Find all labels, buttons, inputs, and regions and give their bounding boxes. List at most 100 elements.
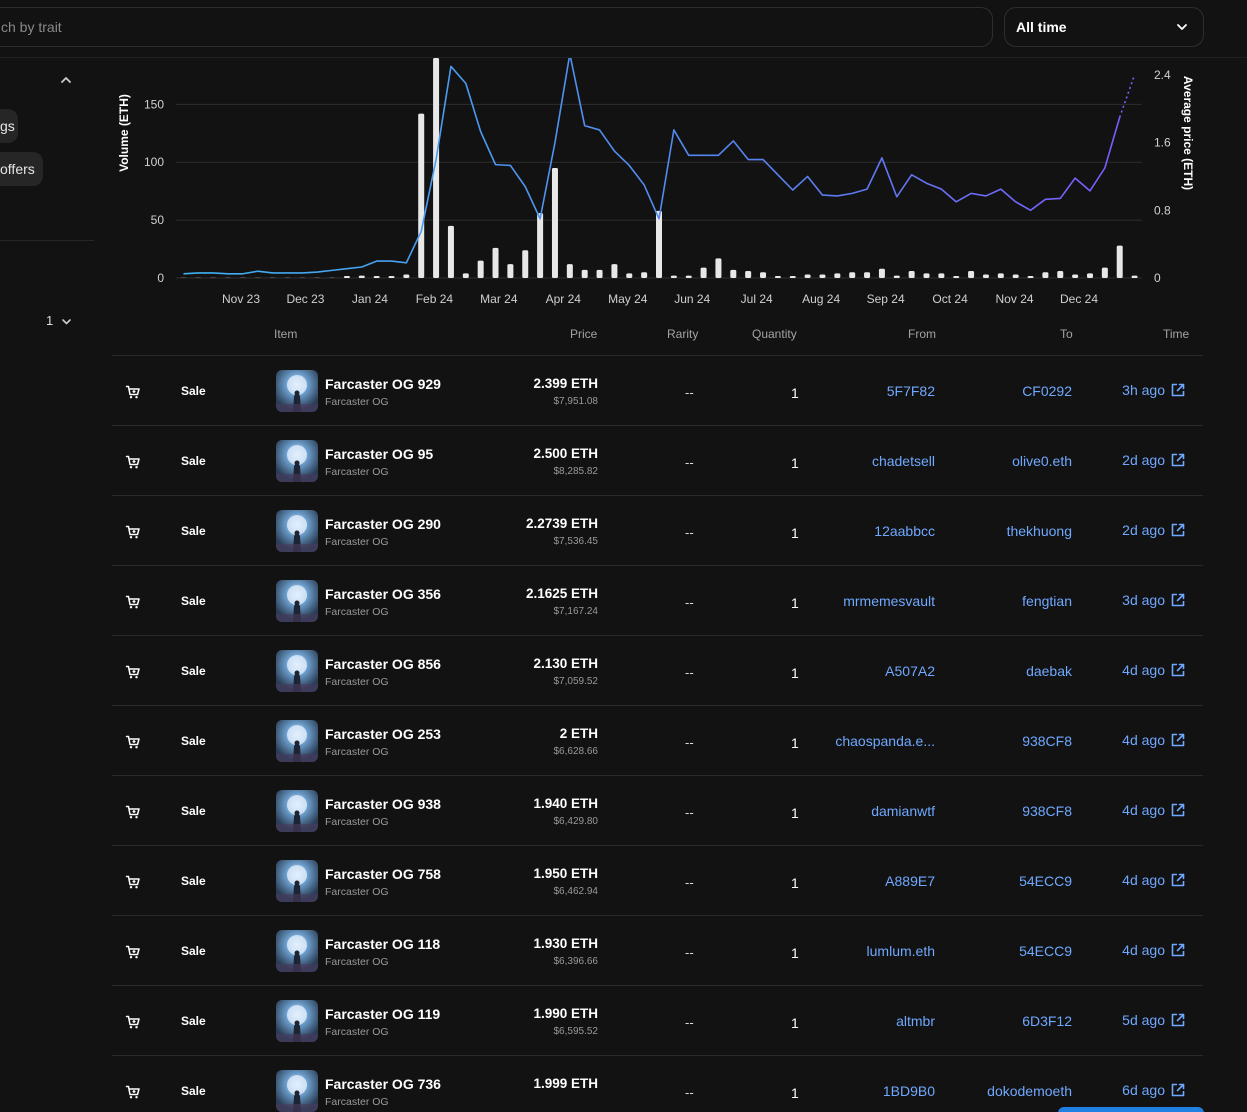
from-address-link[interactable]: 5F7F82 (886, 383, 935, 399)
nft-thumbnail[interactable] (276, 930, 318, 972)
time-link[interactable]: 6d ago (1122, 1082, 1165, 1098)
nft-thumbnail[interactable] (276, 1070, 318, 1112)
from-address-link[interactable]: A507A2 (885, 663, 935, 679)
nft-thumbnail[interactable] (276, 440, 318, 482)
price-eth: 2.1625 ETH (525, 586, 598, 601)
chevron-up-icon[interactable] (58, 72, 74, 88)
from-address-link[interactable]: chadetsell (871, 453, 935, 469)
from-address-link[interactable]: mrmemesvault (843, 593, 935, 609)
time-link[interactable]: 4d ago (1122, 662, 1165, 678)
volume-bar (581, 269, 588, 278)
nft-thumbnail[interactable] (276, 510, 318, 552)
filter-chip-listings[interactable]: gs (0, 109, 18, 143)
price-usd: $6,595.52 (553, 1026, 599, 1037)
floating-action-button[interactable] (1058, 1107, 1204, 1112)
external-link-icon[interactable] (1170, 872, 1186, 888)
nft-thumbnail[interactable] (276, 720, 318, 762)
time-link[interactable]: 4d ago (1122, 942, 1165, 958)
nft-thumbnail[interactable] (276, 650, 318, 692)
time-link[interactable]: 4d ago (1122, 732, 1165, 748)
external-link-icon[interactable] (1170, 732, 1186, 748)
external-link-icon[interactable] (1170, 1082, 1186, 1098)
to-address-link[interactable]: 54ECC9 (1019, 943, 1072, 959)
nft-name[interactable]: Farcaster OG 253 (325, 726, 441, 742)
volume-bar (329, 277, 336, 278)
table-row[interactable]: Sale Farcaster OG 95 Farcaster OG 2.500 … (112, 426, 1203, 496)
page-number[interactable]: 1 (46, 313, 54, 328)
nft-name[interactable]: Farcaster OG 290 (325, 516, 441, 532)
time-link[interactable]: 2d ago (1122, 522, 1165, 538)
nft-name[interactable]: Farcaster OG 356 (325, 586, 441, 602)
nft-name[interactable]: Farcaster OG 856 (325, 656, 441, 672)
volume-bar (269, 277, 276, 278)
external-link-icon[interactable] (1170, 382, 1186, 398)
nft-thumbnail[interactable] (276, 580, 318, 622)
from-address-link[interactable]: A889E7 (885, 873, 935, 889)
time-link[interactable]: 2d ago (1122, 452, 1165, 468)
from-address-link[interactable]: 1BD9B0 (882, 1083, 935, 1099)
from-address-link[interactable]: damianwtf (871, 803, 935, 819)
time-link[interactable]: 4d ago (1122, 802, 1165, 818)
table-row[interactable]: Sale Farcaster OG 938 Farcaster OG 1.940… (112, 776, 1203, 846)
nft-thumbnail[interactable] (276, 1000, 318, 1042)
nft-name[interactable]: Farcaster OG 758 (325, 866, 441, 882)
to-address-link[interactable]: 54ECC9 (1019, 873, 1072, 889)
time-link[interactable]: 5d ago (1122, 1012, 1165, 1028)
table-row[interactable]: Sale Farcaster OG 290 Farcaster OG 2.273… (112, 496, 1203, 566)
nft-thumbnail[interactable] (276, 370, 318, 412)
price-eth: 2.2739 ETH (525, 516, 598, 531)
nft-name[interactable]: Farcaster OG 119 (325, 1006, 441, 1022)
table-row[interactable]: Sale Farcaster OG 119 Farcaster OG 1.990… (112, 986, 1203, 1056)
to-address-link[interactable]: 938CF8 (1022, 803, 1072, 819)
external-link-icon[interactable] (1170, 1012, 1186, 1028)
external-link-icon[interactable] (1170, 662, 1186, 678)
table-row[interactable]: Sale Farcaster OG 758 Farcaster OG 1.950… (112, 846, 1203, 916)
to-address-link[interactable]: dokodemoeth (987, 1083, 1072, 1099)
from-address-link[interactable]: chaospanda.e... (835, 733, 935, 749)
to-address-link[interactable]: fengtian (1022, 593, 1072, 609)
chevron-down-icon[interactable] (60, 315, 73, 328)
table-row[interactable]: Sale Farcaster OG 929 Farcaster OG 2.399… (112, 356, 1203, 426)
price-eth: 2.500 ETH (533, 446, 598, 461)
nft-name[interactable]: Farcaster OG 118 (325, 936, 441, 952)
external-link-icon[interactable] (1170, 592, 1186, 608)
nft-thumbnail[interactable] (276, 860, 318, 902)
to-address-link[interactable]: 6D3F12 (1022, 1013, 1072, 1029)
external-link-icon[interactable] (1170, 802, 1186, 818)
collection-name: Farcaster OG (325, 396, 389, 408)
table-row[interactable]: Sale Farcaster OG 118 Farcaster OG 1.930… (112, 916, 1203, 986)
table-row[interactable]: Sale Farcaster OG 736 Farcaster OG 1.999… (112, 1056, 1203, 1112)
to-address-link[interactable]: daebak (1026, 663, 1072, 679)
cart-icon (125, 455, 140, 469)
time-link[interactable]: 3d ago (1122, 592, 1165, 608)
nft-thumbnail[interactable] (276, 790, 318, 832)
from-address-link[interactable]: altmbr (896, 1013, 935, 1029)
nft-name[interactable]: Farcaster OG 938 (325, 796, 441, 812)
to-address-link[interactable]: CF0292 (1022, 383, 1072, 399)
nft-name[interactable]: Farcaster OG 736 (325, 1076, 441, 1092)
cart-icon (125, 875, 140, 889)
filter-chip-offers[interactable]: offers (0, 152, 43, 186)
to-address-link[interactable]: 938CF8 (1022, 733, 1072, 749)
from-address-link[interactable]: 12aabbcc (874, 523, 935, 539)
time-range-select[interactable]: All time (1004, 7, 1204, 47)
search-trait-input[interactable]: ch by trait (0, 7, 993, 47)
table-row[interactable]: Sale Farcaster OG 253 Farcaster OG 2 ETH… (112, 706, 1203, 776)
time-link[interactable]: 3h ago (1122, 382, 1165, 398)
table-row[interactable]: Sale Farcaster OG 356 Farcaster OG 2.162… (112, 566, 1203, 636)
to-address-link[interactable]: thekhuong (1006, 523, 1072, 539)
nft-name[interactable]: Farcaster OG 95 (325, 446, 434, 462)
volume-bar (403, 274, 410, 278)
external-link-icon[interactable] (1170, 942, 1186, 958)
nft-name[interactable]: Farcaster OG 929 (325, 376, 441, 392)
volume-bar (358, 275, 365, 278)
from-address-link[interactable]: lumlum.eth (866, 943, 935, 959)
to-address-link[interactable]: olive0.eth (1012, 453, 1072, 469)
external-link-icon[interactable] (1170, 522, 1186, 538)
price-eth: 1.999 ETH (533, 1076, 598, 1091)
external-link-icon[interactable] (1170, 452, 1186, 468)
table-row[interactable]: Sale Farcaster OG 856 Farcaster OG 2.130… (112, 636, 1203, 706)
price-eth: 2.130 ETH (533, 656, 598, 671)
time-link[interactable]: 4d ago (1122, 872, 1165, 888)
volume-bar (670, 275, 677, 278)
